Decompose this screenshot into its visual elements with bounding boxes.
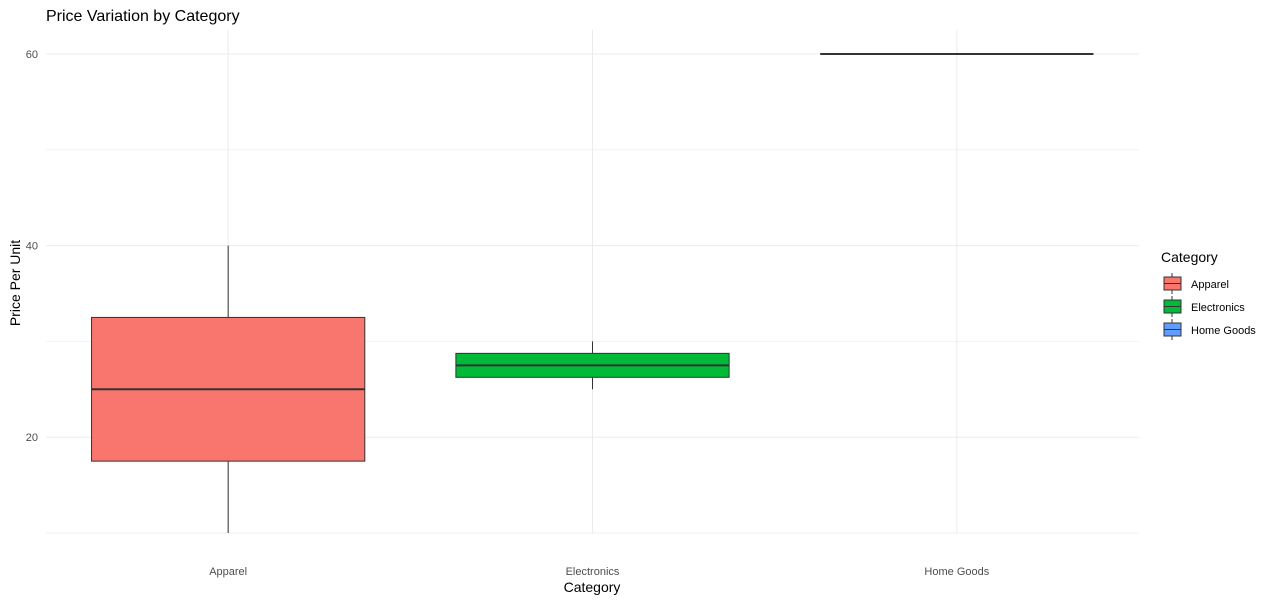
x-axis-ticks: Apparel Electronics Home Goods: [209, 566, 990, 578]
x-tick-label: Apparel: [209, 566, 247, 578]
y-tick-label: 60: [26, 49, 38, 61]
chart-title: Price Variation by Category: [46, 8, 240, 25]
legend-label: Electronics: [1191, 302, 1245, 314]
y-axis-ticks: 20 40 60: [26, 49, 38, 444]
legend-label: Home Goods: [1191, 325, 1256, 337]
y-tick-label: 20: [26, 432, 38, 444]
boxplot-apparel: [91, 245, 366, 533]
boxplots: [91, 52, 1094, 533]
legend-item-apparel: Apparel: [1163, 273, 1229, 294]
x-axis-title: Category: [564, 579, 621, 595]
legend-item-electronics: Electronics: [1163, 296, 1245, 317]
y-tick-label: 40: [26, 241, 38, 253]
legend: Category Apparel Electronics Home Goods: [1161, 249, 1256, 340]
x-tick-label: Home Goods: [924, 566, 989, 578]
legend-title: Category: [1161, 249, 1218, 265]
legend-item-home-goods: Home Goods: [1163, 319, 1256, 340]
legend-label: Apparel: [1191, 279, 1229, 291]
x-tick-label: Electronics: [566, 566, 620, 578]
boxplot-electronics: [455, 341, 730, 390]
y-axis-title: Price Per Unit: [7, 240, 23, 326]
